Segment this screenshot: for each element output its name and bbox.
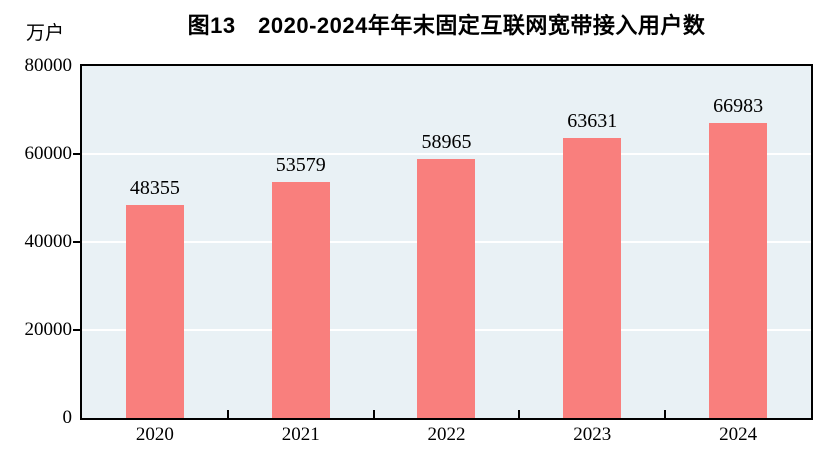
y-axis-tick [73, 329, 82, 331]
y-axis-unit-label: 万户 [26, 23, 65, 44]
x-axis-tick [664, 410, 667, 418]
x-axis-label: 2021 [281, 424, 320, 445]
y-axis-label: 20000 [24, 319, 73, 340]
bar-group-2022: 58965 [374, 66, 520, 418]
bar-value-label: 48355 [129, 177, 180, 200]
bar-2022 [417, 158, 476, 418]
bar-value-label: 63631 [567, 110, 618, 133]
y-axis-label: 80000 [24, 55, 73, 76]
plot-area: 48355 53579 58965 63631 66983 [80, 64, 813, 420]
bar-2021 [271, 182, 330, 418]
bar-2020 [125, 205, 184, 418]
bar-value-label: 53579 [275, 154, 326, 177]
bar-group-2023: 63631 [519, 66, 665, 418]
x-axis-tick [226, 410, 229, 418]
y-axis-tick [73, 153, 82, 155]
x-axis-label: 2020 [135, 424, 174, 445]
x-axis-label: 2024 [719, 424, 758, 445]
bar-group-2021: 53579 [228, 66, 374, 418]
bar-2024 [709, 123, 768, 418]
y-axis-tick [73, 241, 82, 243]
bar-group-2024: 66983 [665, 66, 811, 418]
bar-value-label: 58965 [421, 130, 472, 153]
x-axis-label: 2023 [573, 424, 612, 445]
chart-title: 图13 2020-2024年年末固定互联网宽带接入用户数 [187, 13, 706, 38]
y-axis-label: 60000 [24, 143, 73, 164]
x-axis-tick [518, 410, 521, 418]
gridline [82, 153, 811, 155]
y-axis-label: 0 [62, 407, 73, 428]
y-axis-label: 40000 [24, 231, 73, 252]
x-axis-label: 2022 [427, 424, 466, 445]
bar-2023 [563, 138, 622, 418]
bar-group-2020: 48355 [82, 66, 228, 418]
bar-value-label: 66983 [713, 95, 764, 118]
x-axis-tick [372, 410, 375, 418]
